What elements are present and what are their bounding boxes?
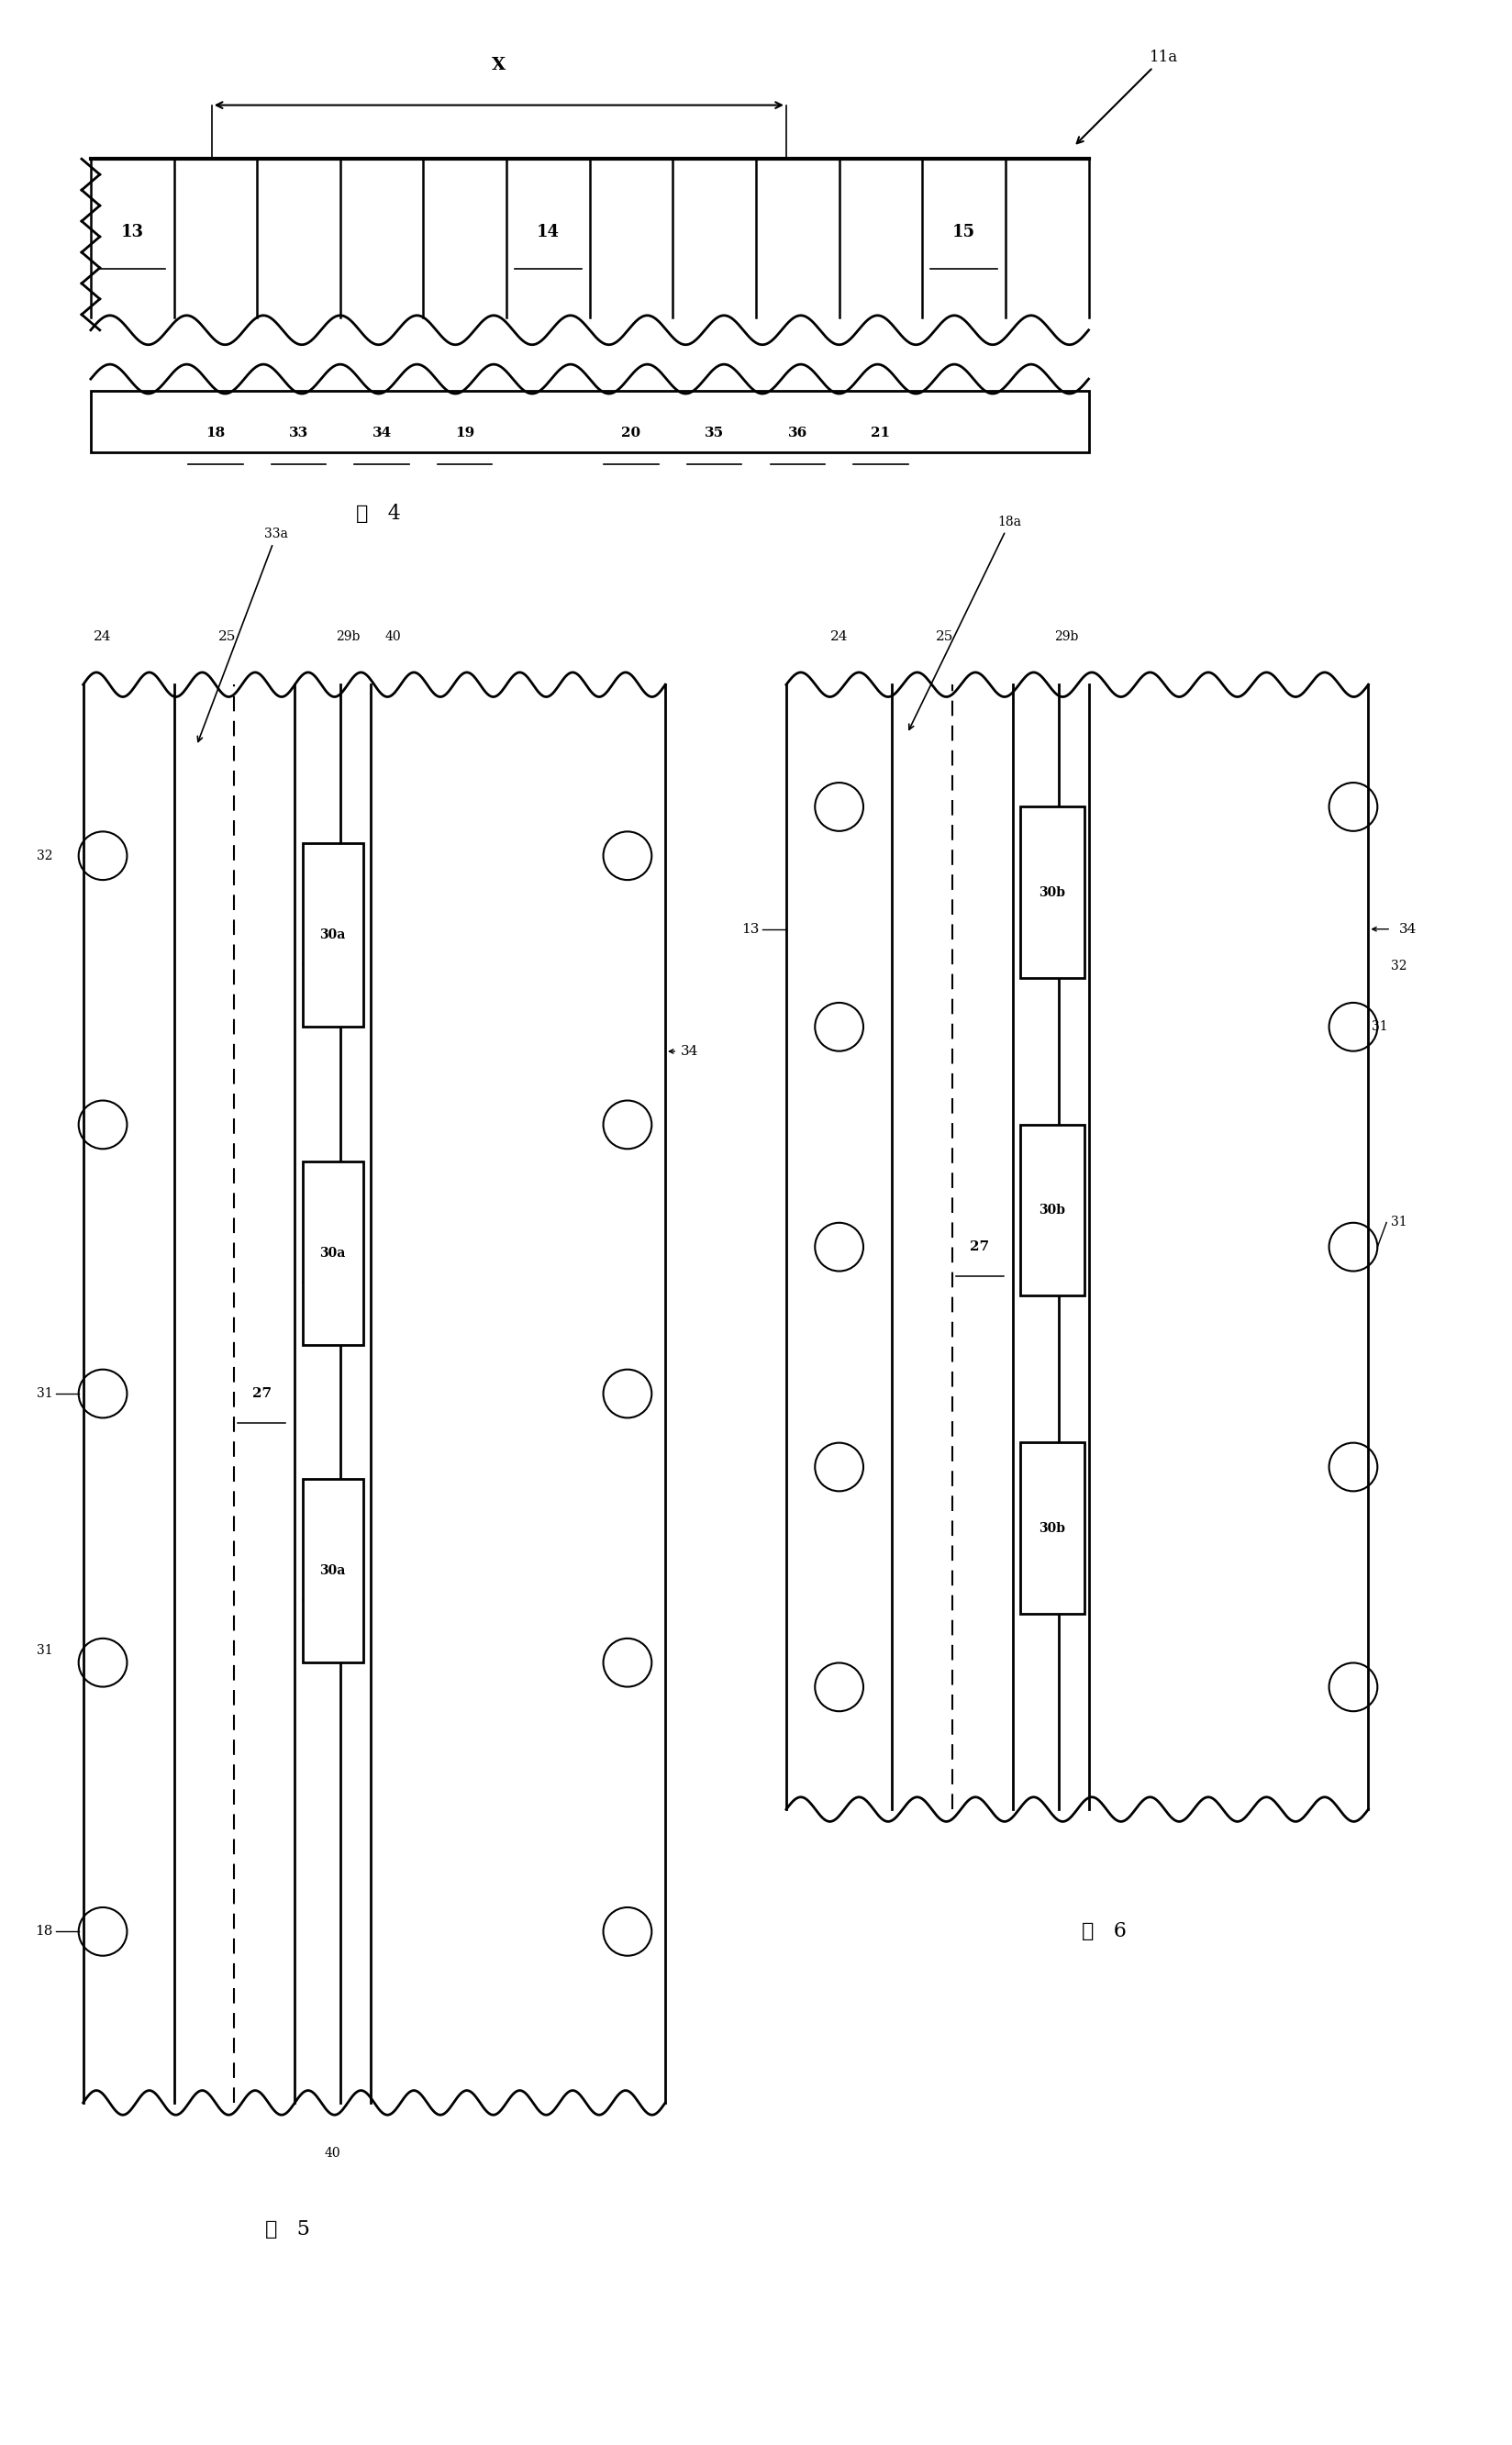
- Text: 25: 25: [218, 631, 236, 643]
- Text: 21: 21: [871, 425, 891, 440]
- Text: 图   6: 图 6: [1081, 1922, 1126, 1941]
- Text: X: X: [491, 56, 507, 73]
- Text: 30b: 30b: [1039, 885, 1066, 900]
- Text: 34: 34: [680, 1044, 699, 1059]
- Text: 24: 24: [94, 631, 112, 643]
- Bar: [1021, 1443, 1084, 1614]
- Text: 图   4: 图 4: [355, 504, 401, 523]
- Text: 14: 14: [537, 225, 559, 240]
- Text: 11a: 11a: [1077, 49, 1178, 144]
- Text: 30a: 30a: [319, 929, 346, 941]
- Text: 36: 36: [788, 425, 807, 440]
- Bar: [302, 844, 363, 1027]
- Text: 图   5: 图 5: [265, 2220, 310, 2240]
- Text: 19: 19: [455, 425, 475, 440]
- Text: 34: 34: [1399, 922, 1417, 936]
- Bar: [1021, 807, 1084, 978]
- Text: 30b: 30b: [1039, 1203, 1066, 1218]
- Text: 30b: 30b: [1039, 1521, 1066, 1535]
- Text: 30a: 30a: [319, 1565, 346, 1577]
- Text: 18: 18: [35, 1924, 53, 1939]
- Bar: [302, 1161, 363, 1345]
- Text: 29b: 29b: [336, 631, 360, 643]
- Text: 20: 20: [621, 425, 641, 440]
- Text: 13: 13: [741, 922, 759, 936]
- Text: 31: 31: [36, 1386, 53, 1401]
- Text: 25: 25: [936, 631, 954, 643]
- Text: 40: 40: [386, 631, 401, 643]
- Text: 32: 32: [36, 848, 53, 863]
- Text: 18a: 18a: [909, 516, 1022, 729]
- Text: 27: 27: [253, 1386, 271, 1401]
- Text: 40: 40: [325, 2147, 340, 2159]
- Text: 30a: 30a: [319, 1247, 346, 1259]
- Text: 15: 15: [953, 225, 975, 240]
- Bar: [91, 391, 1089, 452]
- Text: 33: 33: [289, 425, 308, 440]
- Bar: [1021, 1125, 1084, 1296]
- Text: 32: 32: [1391, 958, 1408, 973]
- Text: 27: 27: [971, 1240, 989, 1254]
- Text: 35: 35: [705, 425, 724, 440]
- Text: 29b: 29b: [1054, 631, 1078, 643]
- Bar: [302, 1479, 363, 1663]
- Text: 18: 18: [206, 425, 225, 440]
- Text: 24: 24: [830, 631, 848, 643]
- Text: 13: 13: [121, 225, 144, 240]
- Text: 31: 31: [1391, 1215, 1408, 1230]
- Text: 33a: 33a: [198, 528, 289, 741]
- Text: 34: 34: [372, 425, 392, 440]
- Text: 31: 31: [36, 1643, 53, 1658]
- Text: 31: 31: [1371, 1020, 1388, 1034]
